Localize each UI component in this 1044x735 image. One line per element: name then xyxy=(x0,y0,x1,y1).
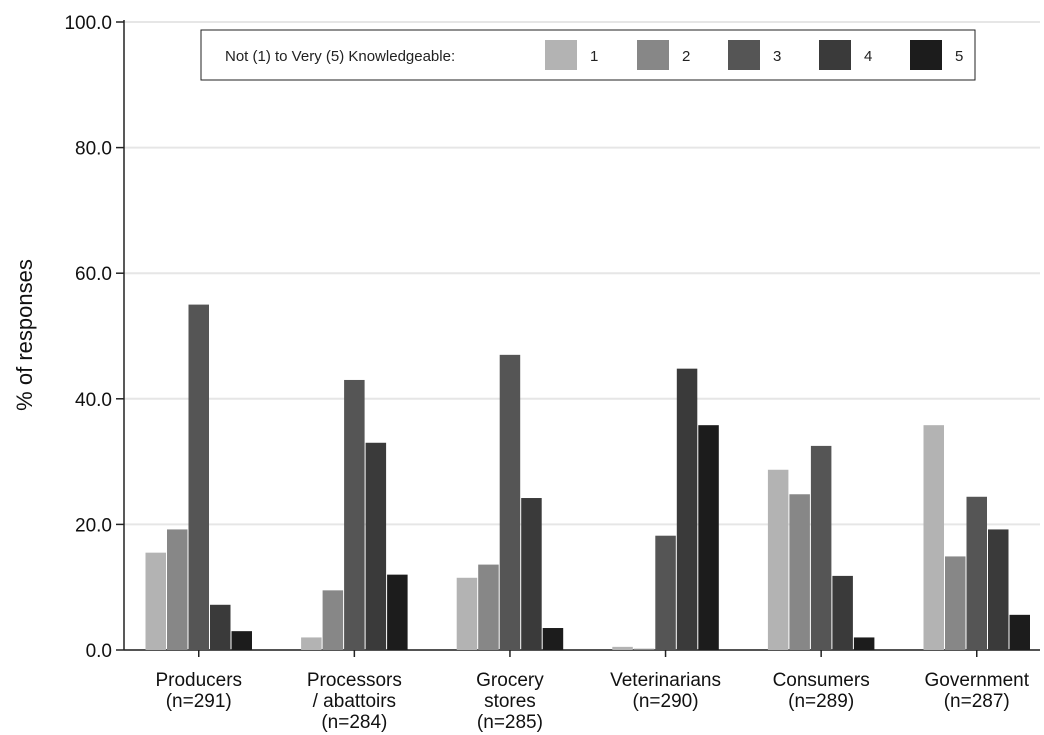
bar-5-series-5 xyxy=(853,637,875,650)
bar-4-series-4 xyxy=(676,368,698,650)
category-label: (n=284) xyxy=(321,712,387,733)
axes: 0.0 20.0 40.0 60.0 80.0 100.0 xyxy=(64,13,1040,662)
y-axis-title: % of responses xyxy=(12,259,37,411)
category-label: Processors xyxy=(307,670,402,691)
category-label: (n=289) xyxy=(788,691,854,712)
bar-4-series-3 xyxy=(655,535,676,650)
bars xyxy=(145,304,1030,650)
bar-5-series-1 xyxy=(767,469,789,650)
bar-1-series-3 xyxy=(188,304,209,650)
category-label: (n=291) xyxy=(166,691,232,712)
bar-3-series-1 xyxy=(456,577,478,650)
bar-3-series-2 xyxy=(478,564,499,650)
legend-label-5: 5 xyxy=(955,48,963,65)
category-label: stores xyxy=(484,691,536,712)
legend: Not (1) to Very (5) Knowledgeable: 1 2 3 4 5 xyxy=(200,29,976,81)
bar-2-series-2 xyxy=(322,590,344,650)
legend-swatch-4 xyxy=(819,40,851,70)
y-tick-label: 60.0 xyxy=(75,264,112,285)
bar-6-series-1 xyxy=(923,425,944,650)
category-label: Veterinarians xyxy=(610,670,721,691)
bar-2-series-5 xyxy=(387,574,408,650)
y-tick-label: 80.0 xyxy=(75,139,112,160)
bar-6-series-5 xyxy=(1009,614,1030,650)
legend-label-2: 2 xyxy=(682,48,690,65)
bar-3-series-5 xyxy=(542,628,564,650)
legend-label-3: 3 xyxy=(773,48,781,65)
bar-6-series-2 xyxy=(945,556,966,650)
bar-1-series-2 xyxy=(167,529,188,650)
bar-6-series-3 xyxy=(966,496,987,650)
category-label: (n=290) xyxy=(633,691,699,712)
bar-6-series-4 xyxy=(988,529,1009,650)
legend-title: Not (1) to Very (5) Knowledgeable: xyxy=(225,48,455,65)
legend-swatch-3 xyxy=(728,40,760,70)
bar-5-series-4 xyxy=(832,575,853,650)
y-tick-label: 100.0 xyxy=(64,13,112,34)
y-tick-label: 0.0 xyxy=(86,641,112,662)
category-label: (n=285) xyxy=(477,712,543,733)
category-label: / abattoirs xyxy=(313,691,396,712)
bar-5-series-3 xyxy=(810,445,832,650)
legend-swatch-5 xyxy=(910,40,942,70)
legend-swatch-2 xyxy=(637,40,669,70)
bar-2-series-1 xyxy=(301,637,322,650)
category-label: Consumers xyxy=(773,670,870,691)
legend-swatch-1 xyxy=(545,40,577,70)
category-label: (n=287) xyxy=(944,691,1010,712)
bar-2-series-4 xyxy=(365,442,387,650)
legend-items: 1 2 3 4 5 xyxy=(545,40,963,70)
y-tick-label: 20.0 xyxy=(75,515,112,536)
legend-label-1: 1 xyxy=(590,48,598,65)
bar-4-series-2 xyxy=(633,648,655,650)
bar-5-series-2 xyxy=(789,494,810,650)
category-label: Government xyxy=(924,670,1029,691)
bar-3-series-3 xyxy=(499,354,521,650)
bar-3-series-4 xyxy=(521,498,542,650)
bar-1-series-4 xyxy=(210,604,231,650)
bar-4-series-5 xyxy=(698,425,719,650)
bar-1-series-1 xyxy=(145,552,166,650)
y-tick-label: 40.0 xyxy=(75,390,112,411)
gridlines xyxy=(124,21,1040,651)
category-label: Grocery xyxy=(476,670,544,691)
bar-1-series-5 xyxy=(231,631,252,650)
category-label: Producers xyxy=(155,670,242,691)
bar-4-series-1 xyxy=(612,646,633,650)
bar-2-series-3 xyxy=(344,379,365,650)
legend-label-4: 4 xyxy=(864,48,872,65)
category-labels: Producers(n=291)Processors/ abattoirs(n=… xyxy=(155,670,1029,733)
